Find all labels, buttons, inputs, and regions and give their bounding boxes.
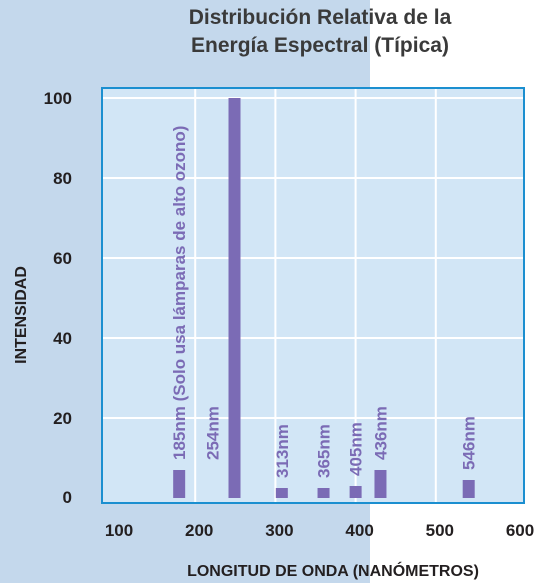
x-tick-500: 500 — [426, 521, 454, 540]
bar-313 — [275, 488, 288, 498]
y-tick-20: 20 — [53, 409, 72, 428]
plot-area — [101, 87, 525, 504]
bar-labels: 185nm (Solo usa lámparas de alto ozono) 2… — [170, 126, 479, 478]
x-tick-600: 600 — [506, 521, 534, 540]
y-tick-40: 40 — [53, 329, 72, 348]
y-tick-60: 60 — [53, 249, 72, 268]
bar-185 — [173, 470, 186, 498]
x-tick-300: 300 — [265, 521, 293, 540]
bar-label-254: 254nm — [204, 406, 223, 460]
x-tick-200: 200 — [185, 521, 213, 540]
bar-label-405: 405nm — [347, 422, 366, 476]
x-tick-100: 100 — [105, 521, 133, 540]
bar-label-313: 313nm — [273, 424, 292, 478]
bar-label-436: 436nm — [371, 406, 390, 460]
y-tick-100: 100 — [44, 89, 72, 108]
y-tick-labels: 0 20 40 60 80 100 — [44, 89, 72, 507]
bar-405 — [349, 486, 362, 498]
x-tick-400: 400 — [345, 521, 373, 540]
bars — [173, 98, 475, 498]
x-axis-label: LONGITUD DE ONDA (NANÓMETROS) — [187, 561, 479, 580]
y-axis-label: INTENSIDAD — [13, 266, 30, 364]
chart-title-line-2: Energía Espectral (Típica) — [191, 34, 449, 57]
x-tick-labels: 100 200 300 400 500 600 — [105, 521, 534, 540]
bar-label-185: 185nm (Solo usa lámparas de alto ozono) — [170, 126, 189, 460]
bar-546 — [462, 480, 475, 498]
y-tick-0: 0 — [63, 488, 72, 507]
bar-254 — [228, 98, 241, 498]
bar-436 — [374, 470, 387, 498]
y-tick-80: 80 — [53, 169, 72, 188]
chart-title-line-1: Distribución Relativa de la — [189, 6, 452, 29]
bar-365 — [317, 488, 330, 498]
grid — [103, 89, 523, 502]
bar-label-365: 365nm — [315, 424, 334, 478]
bar-label-546: 546nm — [460, 416, 479, 470]
